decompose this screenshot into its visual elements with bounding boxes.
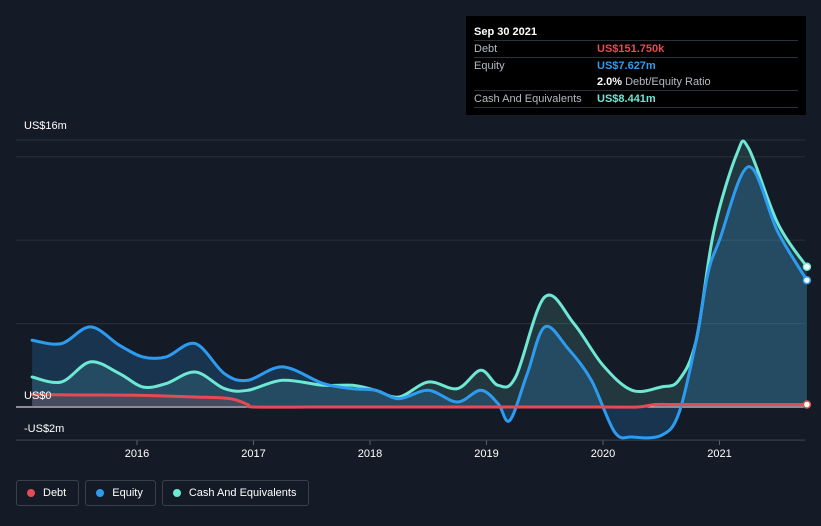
legend-label-cash: Cash And Equivalents [188,487,297,499]
x-tick-label: 2020 [591,448,615,460]
series-lines [30,139,812,440]
equity-end-point [802,275,812,285]
tooltip-debt-label: Debt [474,43,498,55]
tooltip-ratio-value: 2.0% [597,76,623,88]
axis-ticks: US$16m US$0 -US$2m 2016 2017 2018 2019 2020 2021 [16,120,805,460]
legend-dot-debt [27,489,35,497]
series-areas [32,141,807,438]
tooltip-date: Sep 30 2021 [474,26,537,38]
legend-dot-equity [96,489,105,497]
y-tick-label: US$16m [24,120,67,132]
legend-item-debt[interactable]: Debt [16,480,80,506]
x-tick-label: 2017 [241,448,265,460]
cash-and-equivalents-end-point [802,262,812,272]
y-tick-label: -US$2m [24,423,64,435]
chart-legend: Debt Equity Cash And Equivalents [16,480,310,506]
legend-dot-cash [172,489,181,497]
tooltip-cash-label: Cash And Equivalents [474,93,582,105]
cash-and-equivalents-area [32,141,807,407]
tooltip-ratio-label: Debt/Equity Ratio [625,76,711,88]
legend-item-cash[interactable]: Cash And Equivalents [161,480,310,506]
x-tick-label: 2019 [474,448,498,460]
debt-area [32,394,807,408]
tooltip-equity-row: Equity US$7.627m [474,57,798,74]
tooltip-ratio-row: 2.0% Debt/Equity Ratio [474,74,798,90]
x-tick-label: 2016 [125,448,149,460]
tooltip-debt-value: US$151.750k [597,43,665,55]
tooltip-panel: Sep 30 2021 Debt US$151.750k Equity US$7… [466,16,806,115]
x-tick-label: 2021 [707,448,731,460]
y-tick-label: US$0 [24,390,52,402]
tooltip-cash-row: Cash And Equivalents US$8.441m [474,90,798,108]
legend-label-equity: Equity [112,487,143,499]
x-tick-label: 2018 [358,448,382,460]
tooltip-equity-label: Equity [474,60,505,72]
legend-label-debt: Debt [43,487,67,499]
tooltip-debt-row: Debt US$151.750k [474,40,798,57]
equity-line [30,165,809,440]
tooltip-cash-value: US$8.441m [597,93,656,105]
debt-end-point [802,400,812,409]
tooltip-equity-value: US$7.627m [597,60,656,72]
legend-item-equity[interactable]: Equity [85,480,156,506]
debt-line [30,393,809,409]
